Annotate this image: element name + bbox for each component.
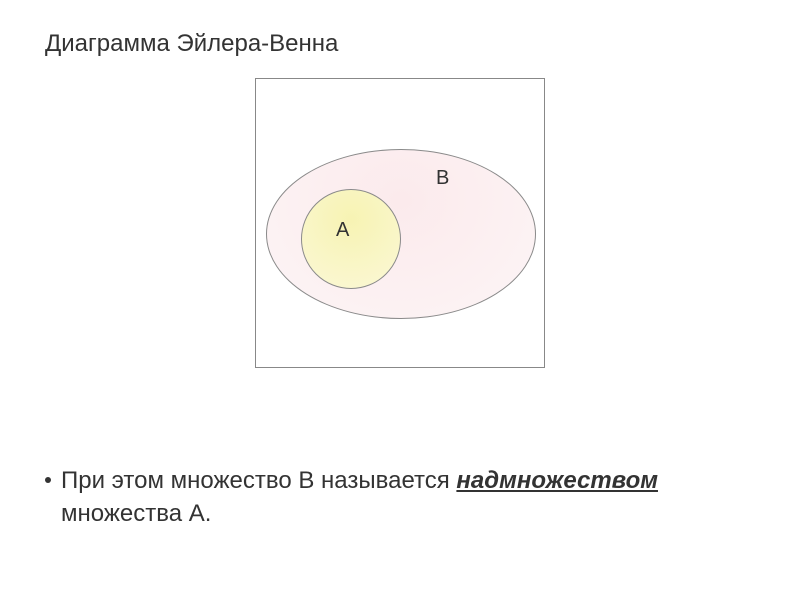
diagram-container: B A <box>45 78 755 368</box>
bullet-icon <box>45 477 51 483</box>
caption: При этом множество B называется надмноже… <box>45 465 755 530</box>
caption-text: При этом множество B называется надмноже… <box>61 465 755 530</box>
venn-diagram: B A <box>255 78 545 368</box>
set-a-circle <box>301 189 401 289</box>
caption-pre: При этом множество B называется <box>61 467 456 494</box>
set-a-label: A <box>336 219 349 242</box>
set-b-label: B <box>436 167 449 190</box>
slide: Диаграмма Эйлера-Венна B A При этом множ… <box>0 0 800 600</box>
slide-title: Диаграмма Эйлера-Венна <box>45 30 755 58</box>
caption-emphasis: надмножеством <box>456 467 658 494</box>
caption-post: множества A. <box>61 500 211 527</box>
caption-line: При этом множество B называется надмноже… <box>45 465 755 530</box>
